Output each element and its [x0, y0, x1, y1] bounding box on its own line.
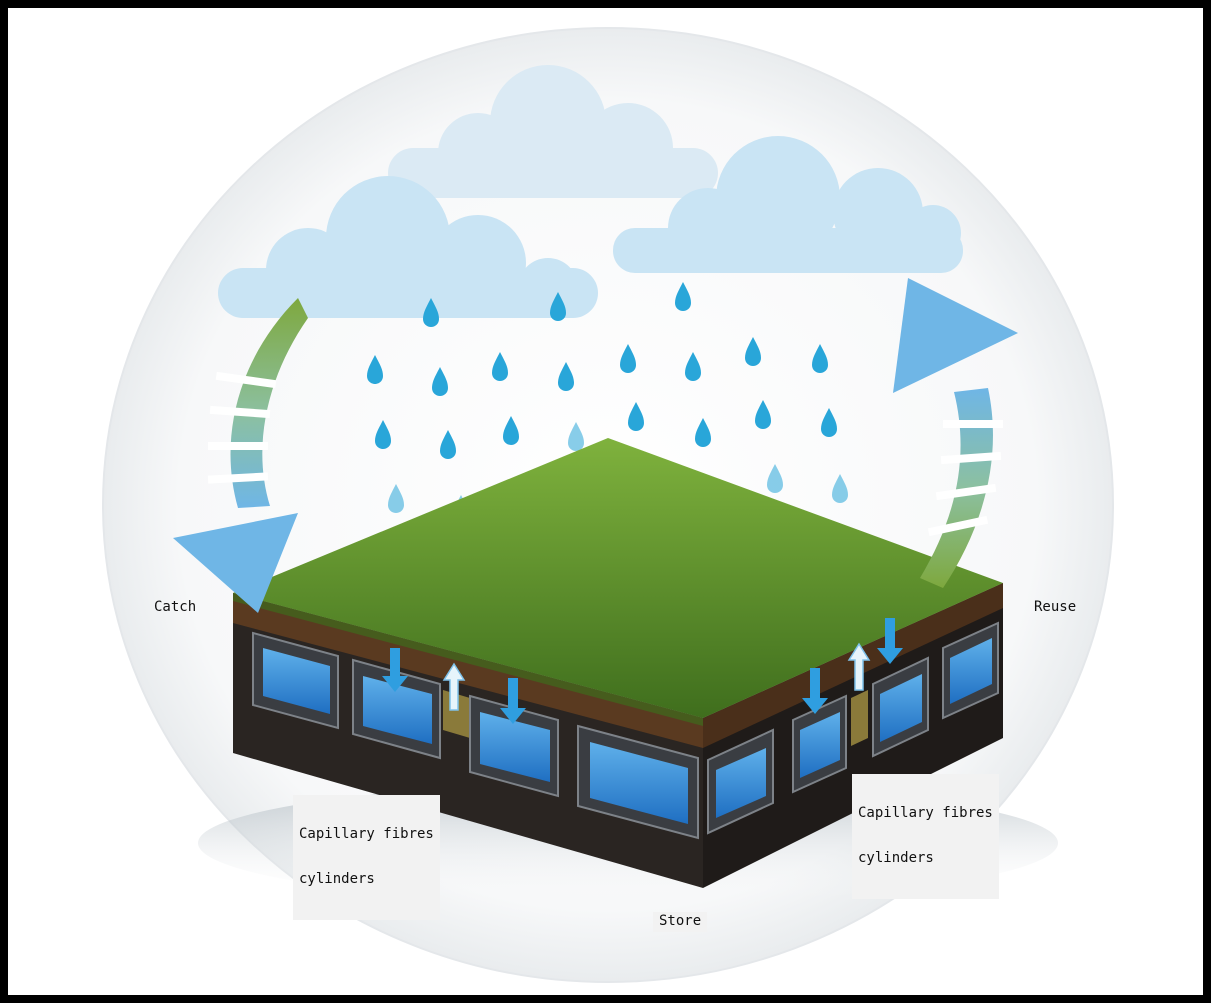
drainage-crates-right: [707, 621, 999, 835]
label-line: Capillary fibres: [299, 826, 434, 842]
drainage-crates-left: [252, 631, 699, 840]
down-arrow-icon: [382, 618, 903, 724]
reuse-label: Reuse: [1034, 599, 1077, 615]
catch-label: Catch: [154, 599, 197, 615]
label-line: Capillary fibres: [858, 805, 993, 821]
topsoil-right: [703, 583, 1003, 748]
cloud-icon: [613, 136, 963, 273]
grass-surface: [233, 438, 1003, 718]
cloud-icon: [388, 65, 718, 198]
capillary-fibres-label-right: Capillary fibres cylinders: [852, 774, 999, 899]
grass-edge: [233, 593, 703, 726]
label-line: cylinders: [299, 871, 375, 887]
soil-left-face: [233, 593, 703, 888]
up-arrow-icon: [442, 642, 871, 711]
reuse-arrow-icon: [893, 278, 1018, 588]
cloud-icon: [218, 176, 598, 318]
capillary-fibres-label-left: Capillary fibres cylinders: [293, 795, 440, 920]
store-label: Store: [653, 912, 708, 932]
green-roof-illustration: [102, 27, 1114, 983]
label-line: cylinders: [858, 850, 934, 866]
catch-arrow-icon: [173, 298, 308, 613]
